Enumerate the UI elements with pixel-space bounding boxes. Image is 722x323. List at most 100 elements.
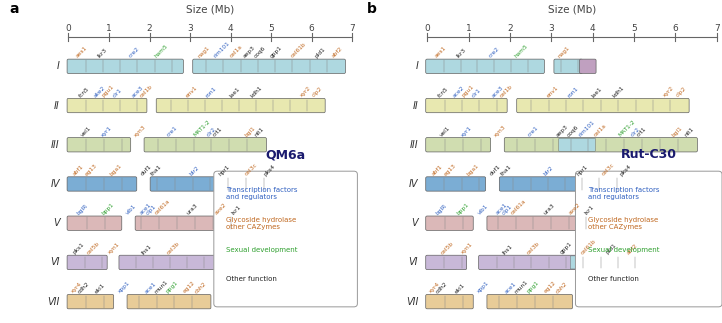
Text: ham5: ham5 bbox=[153, 44, 169, 59]
Text: ace1: ace1 bbox=[504, 281, 518, 295]
Text: abf1: abf1 bbox=[431, 164, 444, 177]
Text: Other function: Other function bbox=[588, 276, 639, 283]
Text: hpr1: hpr1 bbox=[576, 164, 589, 177]
Text: bgl1: bgl1 bbox=[671, 125, 684, 138]
FancyBboxPatch shape bbox=[580, 59, 596, 74]
Text: ace2: ace2 bbox=[452, 85, 466, 98]
Text: clp2: clp2 bbox=[675, 86, 687, 98]
Text: 3: 3 bbox=[548, 24, 554, 33]
Text: fcn5: fcn5 bbox=[78, 86, 90, 98]
Text: II: II bbox=[54, 100, 60, 110]
Text: cel1a: cel1a bbox=[229, 44, 244, 59]
Text: 6: 6 bbox=[672, 24, 678, 33]
FancyBboxPatch shape bbox=[500, 177, 635, 191]
Text: lhs1: lhs1 bbox=[141, 243, 153, 255]
Text: hpr1: hpr1 bbox=[218, 164, 231, 177]
Text: IV: IV bbox=[51, 179, 60, 189]
Text: 7: 7 bbox=[714, 24, 720, 33]
Text: cbh2: cbh2 bbox=[193, 281, 207, 295]
FancyBboxPatch shape bbox=[144, 138, 266, 152]
Text: pld1: pld1 bbox=[605, 243, 617, 255]
Text: lkr3: lkr3 bbox=[456, 48, 467, 59]
Text: tha1: tha1 bbox=[500, 164, 513, 177]
Text: eg13: eg13 bbox=[84, 163, 98, 177]
Text: cre1: cre1 bbox=[527, 125, 539, 138]
Text: abf2: abf2 bbox=[331, 46, 343, 59]
FancyBboxPatch shape bbox=[426, 216, 473, 230]
Text: lxr1: lxr1 bbox=[584, 204, 596, 216]
Text: ace3: ace3 bbox=[131, 85, 144, 98]
FancyBboxPatch shape bbox=[119, 255, 222, 270]
Text: blr2: blr2 bbox=[543, 165, 554, 177]
Text: cel5b: cel5b bbox=[86, 240, 101, 255]
FancyBboxPatch shape bbox=[426, 255, 466, 270]
Text: aep3: aep3 bbox=[243, 45, 256, 59]
FancyBboxPatch shape bbox=[559, 138, 596, 151]
Text: aes1: aes1 bbox=[434, 46, 448, 59]
Text: lae1: lae1 bbox=[591, 86, 604, 98]
Text: clp2: clp2 bbox=[311, 86, 323, 98]
FancyBboxPatch shape bbox=[67, 177, 136, 191]
Text: ace3: ace3 bbox=[491, 85, 504, 98]
Text: cel1a: cel1a bbox=[592, 123, 607, 138]
Text: clp1: clp1 bbox=[501, 204, 513, 216]
Text: 5: 5 bbox=[269, 24, 274, 33]
FancyBboxPatch shape bbox=[575, 171, 722, 307]
Text: cel3b: cel3b bbox=[165, 240, 180, 255]
Text: vib1: vib1 bbox=[125, 203, 137, 216]
Text: pks4: pks4 bbox=[263, 163, 276, 177]
Text: QM6a: QM6a bbox=[266, 149, 305, 162]
Text: cel61a: cel61a bbox=[510, 199, 527, 216]
Text: cel3b: cel3b bbox=[526, 240, 541, 255]
Text: MAT1-2: MAT1-2 bbox=[617, 119, 636, 138]
FancyBboxPatch shape bbox=[426, 177, 486, 191]
Text: cel3c: cel3c bbox=[244, 162, 258, 177]
Text: vel1: vel1 bbox=[80, 125, 92, 138]
FancyBboxPatch shape bbox=[214, 171, 357, 307]
Text: clr1: clr1 bbox=[112, 87, 123, 98]
Text: Size (Mb): Size (Mb) bbox=[186, 5, 235, 15]
Text: cre2: cre2 bbox=[128, 47, 141, 59]
Text: 0: 0 bbox=[425, 24, 430, 33]
FancyBboxPatch shape bbox=[67, 98, 147, 113]
FancyBboxPatch shape bbox=[554, 59, 583, 74]
Text: rim101: rim101 bbox=[213, 41, 231, 59]
Text: Transcription factors
and regulators: Transcription factors and regulators bbox=[588, 187, 659, 200]
Text: xyr2: xyr2 bbox=[663, 86, 676, 98]
Text: crt1: crt1 bbox=[212, 126, 223, 138]
FancyBboxPatch shape bbox=[156, 98, 325, 113]
Text: Rut-C30: Rut-C30 bbox=[621, 149, 677, 162]
FancyBboxPatch shape bbox=[504, 138, 697, 152]
Text: b: b bbox=[366, 2, 376, 16]
FancyBboxPatch shape bbox=[67, 59, 183, 74]
Text: crt1: crt1 bbox=[635, 126, 647, 138]
Text: xyn1: xyn1 bbox=[108, 242, 121, 255]
Text: 5: 5 bbox=[631, 24, 637, 33]
FancyBboxPatch shape bbox=[517, 98, 689, 113]
Text: abf2: abf2 bbox=[625, 242, 638, 255]
FancyBboxPatch shape bbox=[426, 59, 544, 74]
Text: ura3: ura3 bbox=[543, 203, 556, 216]
Text: kdh1: kdh1 bbox=[612, 85, 625, 98]
Text: 6: 6 bbox=[309, 24, 315, 33]
Text: cel3c: cel3c bbox=[601, 162, 615, 177]
Text: VII: VII bbox=[406, 297, 418, 307]
Text: 2: 2 bbox=[507, 24, 513, 33]
Text: cbh2: cbh2 bbox=[555, 281, 569, 295]
FancyBboxPatch shape bbox=[479, 255, 654, 270]
Text: duf1: duf1 bbox=[140, 164, 153, 177]
Text: clr2: clr2 bbox=[206, 126, 217, 138]
Text: 1: 1 bbox=[466, 24, 471, 33]
Text: nit1: nit1 bbox=[683, 126, 695, 138]
Text: cel5b: cel5b bbox=[439, 240, 454, 255]
Text: III: III bbox=[51, 140, 60, 150]
Text: bglR: bglR bbox=[77, 203, 90, 216]
Text: bgl1: bgl1 bbox=[244, 125, 256, 138]
Text: cel61b: cel61b bbox=[580, 238, 597, 255]
Text: cel1b: cel1b bbox=[499, 84, 514, 98]
Text: nag1: nag1 bbox=[557, 45, 570, 59]
Text: bpp1: bpp1 bbox=[456, 202, 470, 216]
Text: xyr1: xyr1 bbox=[100, 125, 113, 138]
Text: III: III bbox=[409, 140, 418, 150]
Text: 3: 3 bbox=[187, 24, 193, 33]
